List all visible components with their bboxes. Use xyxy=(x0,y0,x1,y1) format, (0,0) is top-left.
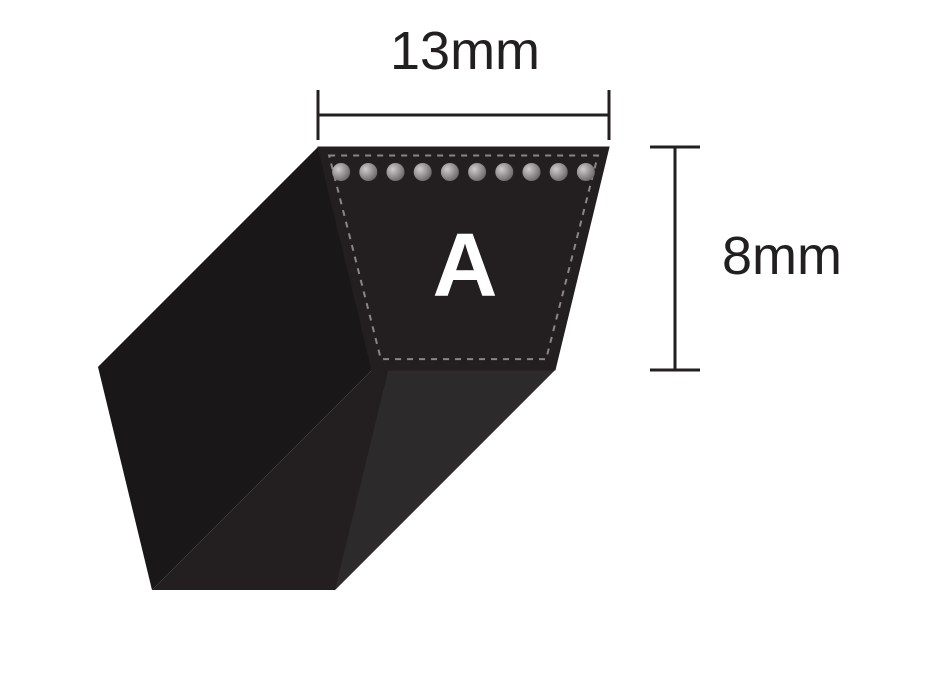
height-label: 8mm xyxy=(722,225,842,287)
width-dimension xyxy=(318,90,609,140)
profile-letter: A xyxy=(415,215,515,318)
width-label: 13mm xyxy=(390,20,540,82)
belt-diagram xyxy=(0,0,933,700)
height-dimension xyxy=(650,147,700,370)
